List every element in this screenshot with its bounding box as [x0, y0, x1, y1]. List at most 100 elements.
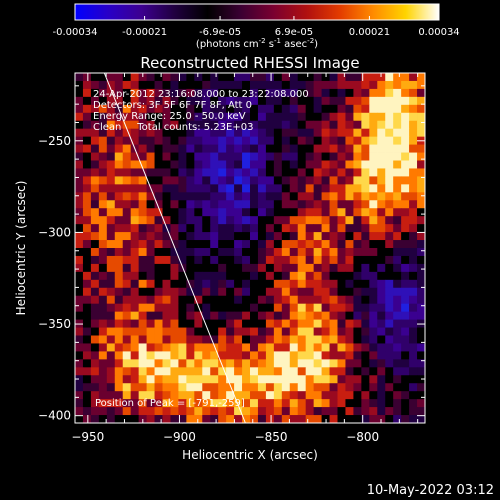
heatmap-pixel: [186, 192, 195, 201]
heatmap-pixel: [385, 263, 394, 273]
heatmap-pixel: [242, 255, 251, 265]
heatmap-pixel: [401, 391, 410, 400]
heatmap-pixel: [170, 208, 179, 217]
heatmap-pixel: [98, 104, 108, 114]
heatmap-pixel: [417, 152, 425, 161]
heatmap-pixel: [82, 263, 92, 273]
heatmap-pixel: [114, 375, 124, 384]
heatmap-pixel: [146, 160, 155, 169]
heatmap-pixel: [417, 120, 425, 130]
heatmap-pixel: [234, 152, 243, 161]
heatmap-pixel: [313, 224, 322, 233]
heatmap-pixel: [82, 232, 92, 241]
heatmap-pixel: [337, 295, 346, 305]
heatmap-pixel: [170, 248, 179, 257]
heatmap-pixel: [369, 88, 378, 98]
heatmap-pixel: [98, 383, 108, 392]
heatmap-pixel: [186, 144, 195, 153]
heatmap-pixel: [281, 73, 291, 82]
heatmap-pixel: [146, 224, 155, 233]
heatmap-pixel: [114, 367, 124, 376]
heatmap-pixel: [393, 343, 402, 352]
heatmap-pixel: [265, 120, 275, 130]
heatmap-pixel: [170, 96, 179, 106]
heatmap-pixel: [337, 112, 346, 122]
heatmap-pixel: [257, 335, 267, 344]
heatmap-pixel: [90, 367, 100, 376]
heatmap-pixel: [218, 271, 227, 281]
heatmap-pixel: [82, 335, 92, 344]
heatmap-pixel: [361, 383, 370, 392]
heatmap-pixel: [265, 224, 275, 233]
heatmap-pixel: [178, 287, 187, 297]
heatmap-pixel: [281, 399, 291, 408]
heatmap-pixel: [170, 391, 179, 400]
heatmap-pixel: [178, 144, 187, 153]
heatmap-pixel: [218, 120, 227, 130]
heatmap-pixel: [234, 112, 243, 122]
heatmap-pixel: [273, 112, 283, 122]
heatmap-pixel: [273, 399, 283, 408]
heatmap-pixel: [218, 415, 227, 423]
heatmap-pixel: [210, 176, 219, 185]
heatmap-pixel: [138, 279, 147, 289]
heatmap-pixel: [90, 152, 100, 161]
heatmap-pixel: [297, 160, 307, 169]
heatmap-pixel: [162, 399, 171, 408]
heatmap-pixel: [289, 375, 299, 384]
heatmap-pixel: [202, 232, 211, 241]
heatmap-pixel: [138, 383, 147, 392]
heatmap-pixel: [353, 319, 362, 328]
heatmap-pixel: [234, 407, 243, 416]
heatmap-pixel: [385, 128, 394, 138]
heatmap-pixel: [82, 287, 92, 297]
heatmap-pixel: [210, 112, 219, 122]
heatmap-pixel: [154, 383, 163, 392]
heatmap-pixel: [313, 287, 322, 297]
heatmap-pixel: [417, 383, 425, 392]
heatmap-pixel: [106, 112, 116, 122]
heatmap-pixel: [154, 136, 163, 145]
heatmap-pixel: [210, 319, 219, 328]
heatmap-pixel: [106, 216, 116, 225]
heatmap-pixel: [114, 263, 124, 273]
heatmap-pixel: [170, 383, 179, 392]
heatmap-pixel: [273, 319, 283, 328]
heatmap-pixel: [162, 144, 171, 153]
heatmap-pixel: [98, 255, 108, 265]
heatmap-pixel: [218, 407, 227, 416]
heatmap-pixel: [313, 351, 322, 360]
heatmap-pixel: [377, 375, 386, 384]
heatmap-pixel: [361, 399, 370, 408]
heatmap-pixel: [321, 255, 330, 265]
heatmap-pixel: [250, 399, 259, 408]
heatmap-pixel: [289, 200, 299, 209]
heatmap-pixel: [409, 359, 418, 368]
heatmap-pixel: [361, 224, 370, 233]
heatmap-pixel: [242, 73, 251, 82]
heatmap-pixel: [409, 335, 418, 344]
heatmap-pixel: [265, 415, 275, 423]
heatmap-pixel: [265, 351, 275, 360]
heatmap-pixel: [361, 319, 370, 328]
heatmap-pixel: [138, 232, 147, 241]
heatmap-pixel: [337, 263, 346, 273]
heatmap-pixel: [393, 359, 402, 368]
heatmap-pixel: [273, 216, 283, 225]
heatmap-pixel: [273, 80, 283, 90]
heatmap-pixel: [82, 208, 92, 217]
heatmap-pixel: [194, 192, 203, 201]
heatmap-pixel: [337, 216, 346, 225]
heatmap-pixel: [369, 96, 378, 106]
heatmap-pixel: [250, 120, 259, 130]
heatmap-pixel: [234, 208, 243, 217]
heatmap-pixel: [297, 287, 307, 297]
heatmap-pixel: [234, 232, 243, 241]
heatmap-pixel: [297, 391, 307, 400]
heatmap-pixel: [250, 319, 259, 328]
heatmap-pixel: [186, 88, 195, 98]
heatmap-pixel: [122, 160, 132, 169]
heatmap-pixel: [265, 144, 275, 153]
heatmap-pixel: [313, 383, 322, 392]
heatmap-pixel: [234, 80, 243, 90]
